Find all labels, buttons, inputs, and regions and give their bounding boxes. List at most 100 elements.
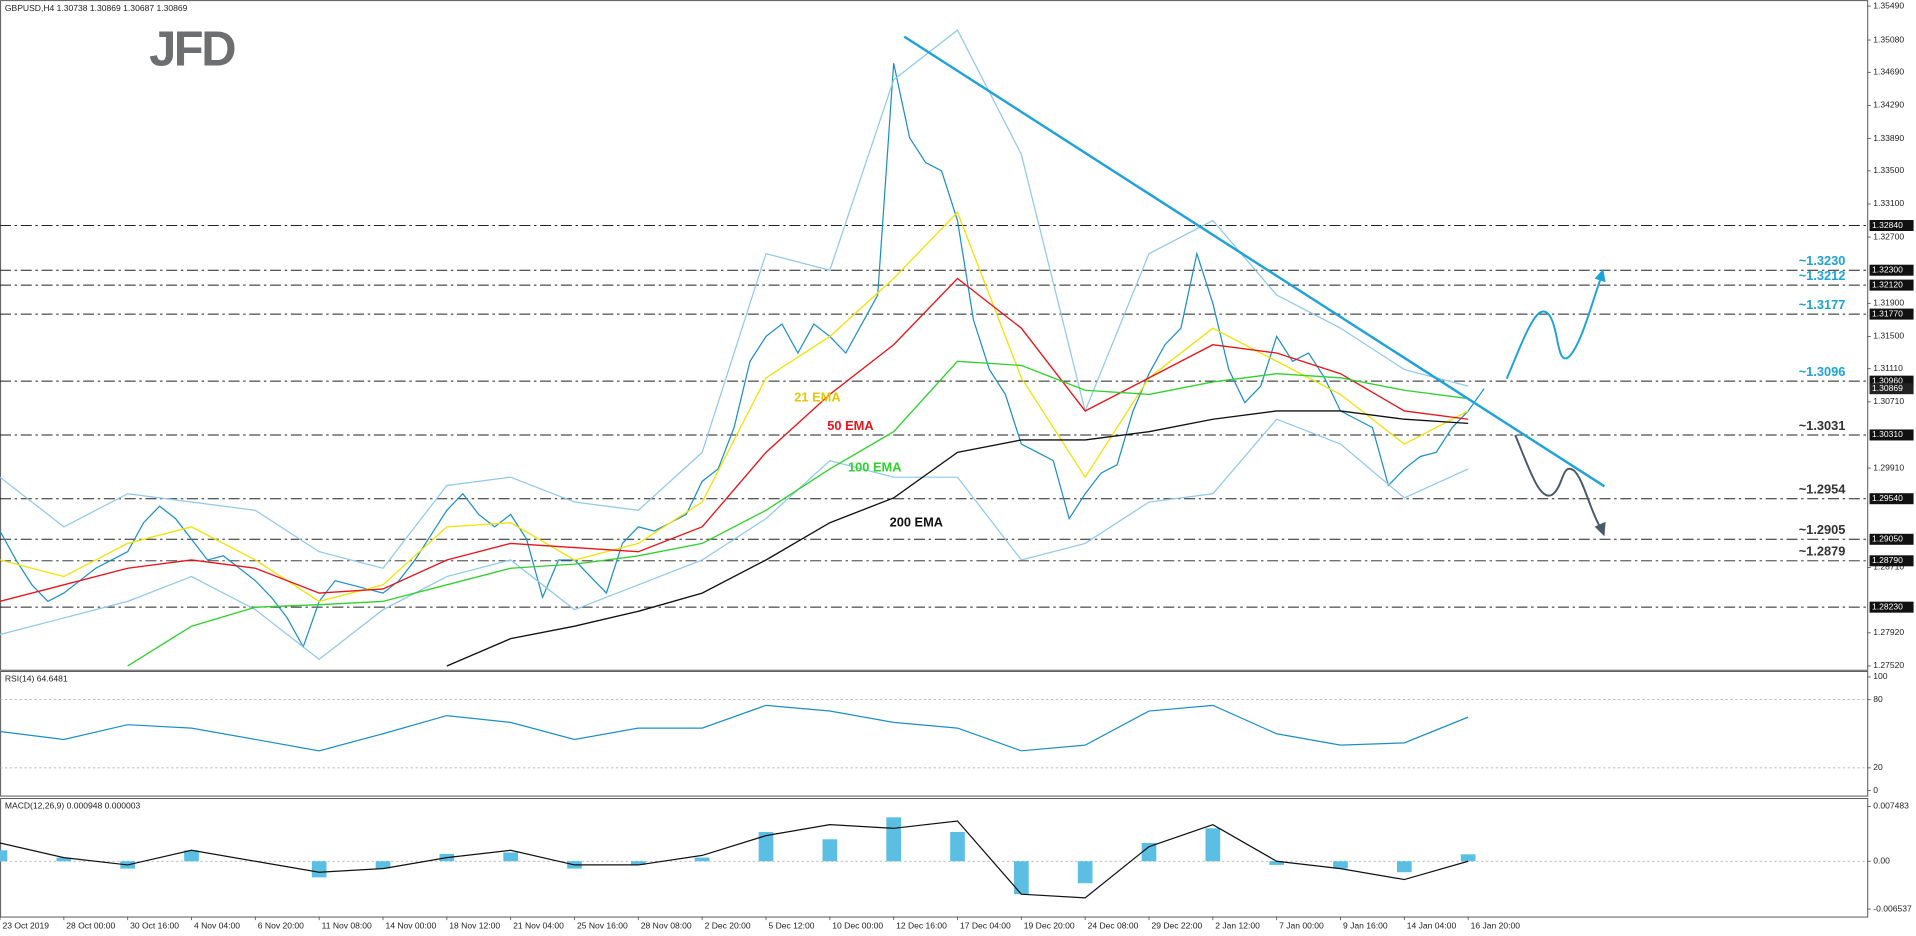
histogram-bar — [1333, 861, 1348, 869]
series-line — [0, 29, 1469, 569]
level-label: 1.29540 — [1872, 493, 1903, 503]
x-tick-label: 21 Nov 04:00 — [513, 920, 564, 930]
x-tick-label: 29 Dec 22:00 — [1151, 920, 1202, 930]
level-box — [1869, 264, 1914, 276]
level-annotation: ~1.3230 — [1799, 253, 1846, 268]
histogram-bar — [822, 839, 838, 862]
histogram-bar — [631, 861, 646, 865]
histogram-bar — [1014, 861, 1029, 895]
x-tick-label: 18 Nov 12:00 — [449, 920, 500, 930]
current-price-box — [1869, 383, 1914, 395]
rsi-panel — [0, 670, 1869, 797]
y-tick-label: 80 — [1873, 694, 1883, 704]
level-annotation: ~1.3031 — [1799, 418, 1846, 433]
level-annotation: ~1.3177 — [1799, 297, 1846, 312]
x-tick-label: 28 Oct 00:00 — [66, 920, 115, 930]
y-tick-label: 1.35080 — [1873, 34, 1904, 44]
legend-label: 50 EMA — [827, 418, 873, 433]
histogram-bar — [311, 861, 327, 878]
histogram-bar — [375, 861, 391, 869]
x-tick-label: 28 Nov 08:00 — [641, 920, 692, 930]
x-tick-label: 7 Jan 00:00 — [1279, 920, 1324, 930]
bullish-arrow-head — [1594, 268, 1606, 283]
x-tick-label: 6 Nov 20:00 — [258, 920, 304, 930]
level-box — [1869, 429, 1914, 441]
current-price-label: 1.30869 — [1872, 383, 1903, 393]
x-tick-label: 2 Jan 12:00 — [1215, 920, 1260, 930]
x-tick-label: 4 Nov 04:00 — [194, 920, 240, 930]
logo: JFD — [149, 22, 235, 76]
histogram-bar — [503, 852, 518, 862]
histogram-bar — [1141, 842, 1157, 862]
level-label: 1.30310 — [1872, 429, 1903, 439]
histogram-bar — [0, 850, 8, 862]
y-tick-label: 0 — [1873, 785, 1878, 795]
panel-title: GBPUSD,H4 1.30738 1.30869 1.30687 1.3086… — [5, 3, 188, 13]
level-box — [1869, 279, 1914, 291]
level-annotation: ~1.3096 — [1799, 364, 1846, 379]
x-tick-label: 14 Jan 04:00 — [1407, 920, 1457, 930]
level-box — [1869, 375, 1914, 387]
level-label: 1.32300 — [1872, 264, 1903, 274]
y-tick-label: 1.32700 — [1873, 231, 1904, 241]
y-tick-label: 1.27520 — [1873, 660, 1904, 670]
panel-title: RSI(14) 64.6481 — [5, 674, 68, 684]
series-line — [0, 211, 1469, 603]
y-tick-label: 1.30710 — [1873, 396, 1904, 406]
histogram-bar — [1205, 828, 1221, 862]
panel-title: MACD(12,26,9) 0.000948 0.000003 — [5, 801, 141, 811]
histogram-bar — [56, 857, 72, 862]
level-annotation: ~1.3212 — [1799, 268, 1846, 283]
y-tick-label: 1.33100 — [1873, 198, 1904, 208]
drawings — [903, 35, 1606, 537]
histogram-bar — [758, 831, 774, 862]
x-tick-label: 16 Jan 20:00 — [1471, 920, 1521, 930]
y-tick-label: 1.34290 — [1873, 100, 1904, 110]
level-box — [1869, 493, 1914, 505]
x-tick-label: 2 Dec 20:00 — [705, 920, 751, 930]
level-annotation: ~1.2954 — [1799, 482, 1847, 497]
y-tick-label: 1.34690 — [1873, 67, 1904, 77]
y-tick-label: 1.31110 — [1873, 363, 1903, 373]
x-tick-label: 23 Oct 2019 — [2, 920, 49, 930]
level-label: 1.29050 — [1872, 534, 1903, 544]
level-box — [1869, 220, 1914, 232]
level-box — [1869, 533, 1914, 545]
bearish-arrow — [1514, 434, 1602, 529]
legend-label: 100 EMA — [848, 459, 901, 474]
y-tick-label: 1.29910 — [1873, 462, 1904, 472]
y-tick-label: 1.31900 — [1873, 298, 1904, 308]
x-tick-label: 11 Nov 08:00 — [322, 920, 372, 930]
histogram-bar — [1396, 861, 1412, 873]
y-tick-label: 1.33890 — [1873, 133, 1904, 143]
histogram-bar — [1269, 861, 1284, 865]
level-label: 1.32120 — [1872, 279, 1903, 289]
level-label: 1.32840 — [1872, 220, 1903, 230]
x-tick-label: 14 Nov 00:00 — [385, 920, 436, 930]
histogram-bar — [184, 850, 199, 862]
x-tick-label: 10 Dec 00:00 — [832, 920, 883, 930]
x-tick-label: 24 Dec 08:00 — [1088, 920, 1139, 930]
level-annotation: ~1.2879 — [1799, 544, 1846, 559]
legend-label: 200 EMA — [890, 514, 943, 529]
level-annotation: ~1.2905 — [1799, 522, 1846, 537]
series-line — [0, 418, 1469, 661]
level-box — [1869, 555, 1914, 567]
x-tick-label: 30 Oct 16:00 — [130, 920, 179, 930]
y-tick-label: 1.31500 — [1873, 331, 1904, 341]
bullish-arrow — [1505, 278, 1602, 380]
price-panel — [0, 0, 1869, 671]
histogram-bar — [694, 857, 710, 862]
y-tick-label: 1.28710 — [1873, 562, 1904, 572]
histogram-bar — [1077, 861, 1093, 884]
level-label: 1.28790 — [1872, 555, 1903, 565]
series-line — [0, 277, 1469, 603]
y-tick-label: 1.27920 — [1873, 627, 1904, 637]
level-box — [1869, 601, 1914, 613]
series-line — [0, 820, 1469, 899]
y-tick-label: -0.006537 — [1873, 903, 1912, 913]
x-tick-label: 5 Dec 12:00 — [768, 920, 814, 930]
x-tick-label: 12 Dec 16:00 — [896, 920, 947, 930]
